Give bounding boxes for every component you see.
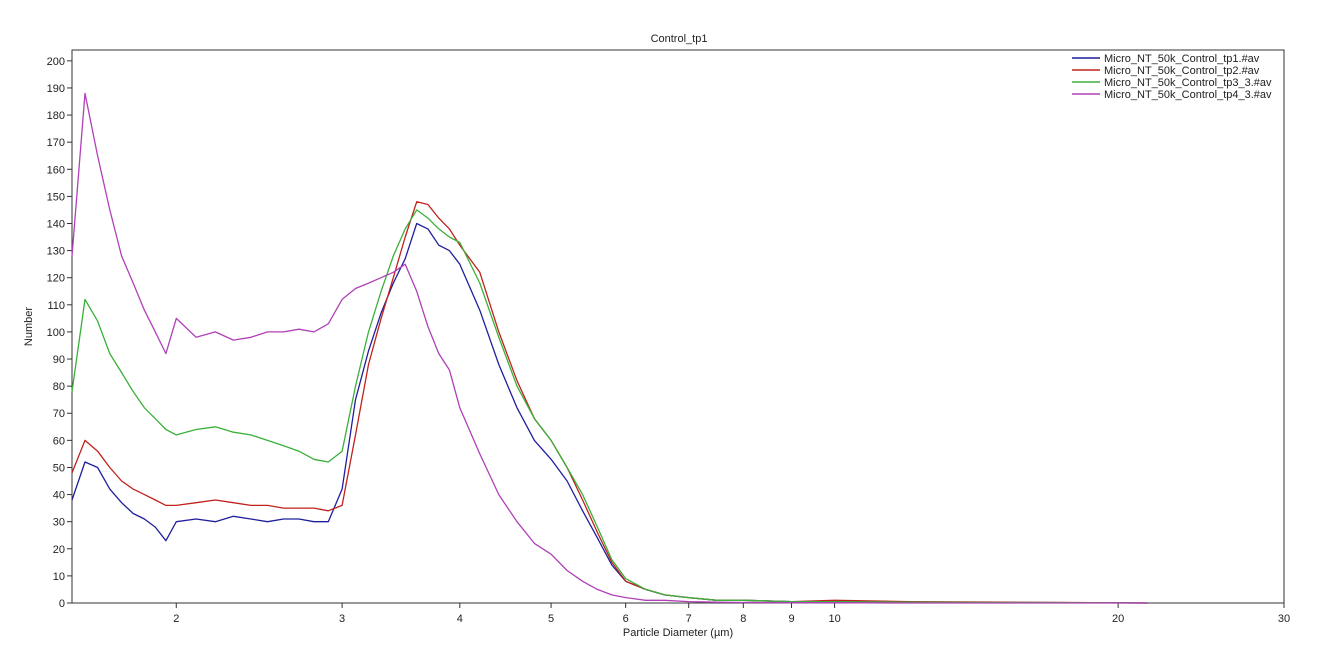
series-group (71, 92, 1148, 604)
x-tick-label: 30 (1278, 613, 1290, 625)
y-tick-label: 200 (47, 56, 65, 68)
legend-label-2: Micro_NT_50k_Control_tp2.#av (1104, 65, 1260, 77)
y-tick-label: 30 (53, 517, 65, 529)
y-tick-label: 170 (47, 137, 65, 149)
y-tick-label: 100 (47, 327, 65, 339)
y-tick-label: 160 (47, 164, 65, 176)
y-tick-label: 10 (53, 571, 65, 583)
y-tick-label: 120 (47, 273, 65, 285)
series-line-4 (71, 92, 1148, 604)
y-tick-label: 140 (47, 218, 65, 230)
y-tick-label: 150 (47, 191, 65, 203)
y-tick-label: 180 (47, 110, 65, 122)
y-tick-label: 90 (53, 354, 65, 366)
y-tick-label: 50 (53, 462, 65, 474)
x-tick-label: 4 (457, 613, 463, 625)
y-axis-title: Number (23, 307, 35, 346)
x-tick-label: 3 (339, 613, 345, 625)
y-tick-label: 20 (53, 544, 65, 556)
legend-label-3: Micro_NT_50k_Control_tp3_3.#av (1104, 77, 1272, 89)
plot-frame (71, 49, 1285, 604)
x-tick-label: 8 (740, 613, 746, 625)
x-tick-label: 10 (828, 613, 840, 625)
x-tick-label: 9 (788, 613, 794, 625)
x-tick-label: 5 (548, 613, 554, 625)
y-axis: 0 10 20 30 40 50 60 70 80 90 100 110 120 130 140 150 160… (47, 56, 72, 610)
legend: Micro_NT_50k_Control_tp1.#avMicro_NT_50k… (1072, 53, 1272, 101)
x-axis-title: Particle Diameter (µm) (623, 627, 733, 639)
y-tick-label: 80 (53, 381, 65, 393)
x-tick-label: 6 (623, 613, 629, 625)
y-tick-label: 40 (53, 490, 65, 502)
x-tick-label: 20 (1112, 613, 1124, 625)
y-tick-label: 70 (53, 408, 65, 420)
x-axis: 2 3 4 5 6 7 8 9 10 20 30 (173, 603, 1290, 625)
series-line-3 (71, 209, 1148, 604)
y-tick-label: 0 (59, 598, 65, 610)
y-tick-label: 110 (47, 300, 65, 312)
y-tick-label: 190 (47, 83, 65, 95)
legend-label-4: Micro_NT_50k_Control_tp4_3.#av (1104, 89, 1272, 101)
y-tick-label: 60 (53, 435, 65, 447)
y-tick-label: 130 (47, 246, 65, 258)
x-tick-label: 7 (686, 613, 692, 625)
x-tick-label: 2 (173, 613, 179, 625)
legend-label-1: Micro_NT_50k_Control_tp1.#av (1104, 53, 1260, 65)
chart-title: Control_tp1 (651, 33, 708, 45)
